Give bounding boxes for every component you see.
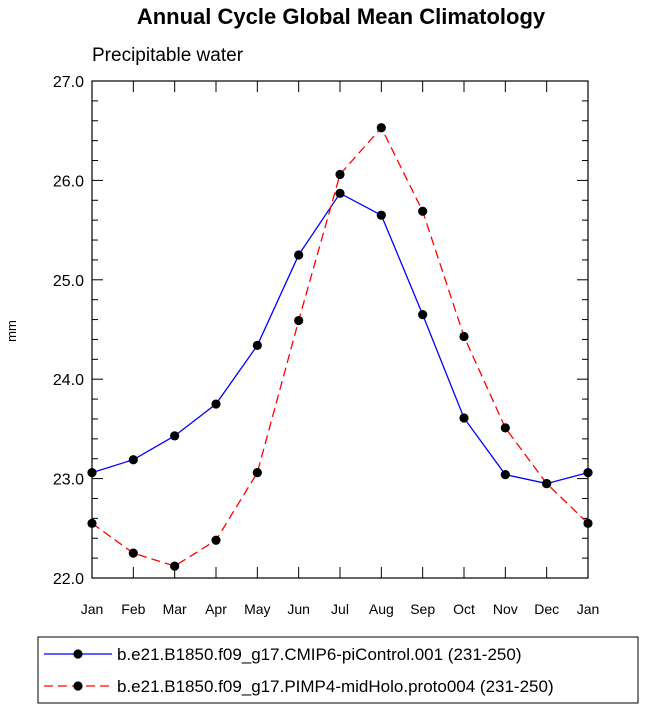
x-tick-label: Aug <box>369 601 394 617</box>
legend-label-1: b.e21.B1850.f09_g17.CMIP6-piControl.001 … <box>117 645 522 664</box>
series-line-1 <box>91 192 589 485</box>
x-tick-label: May <box>244 601 270 617</box>
x-tick-label: Oct <box>453 601 475 617</box>
data-point-series-2 <box>459 331 469 342</box>
x-tick-label: Mar <box>163 601 187 617</box>
data-point-series-1 <box>500 470 510 480</box>
x-tick-label: Jun <box>287 601 310 617</box>
data-point-series-1 <box>459 413 469 423</box>
data-point-series-1 <box>170 431 180 441</box>
major-ticks <box>91 80 589 579</box>
data-point-series-2 <box>252 468 262 478</box>
x-tick-label: Nov <box>493 601 518 617</box>
data-point-series-2 <box>128 548 138 558</box>
data-point-series-1 <box>376 210 386 220</box>
x-tick-label: Apr <box>205 601 227 617</box>
data-point-series-2 <box>542 478 552 489</box>
data-point-series-2 <box>211 535 221 545</box>
x-tick-label: Jul <box>331 601 349 617</box>
y-tick-label: 25.0 <box>53 273 84 290</box>
y-tick-label: 23.0 <box>53 472 84 489</box>
data-point-series-2 <box>418 206 428 216</box>
series-markers <box>87 123 593 571</box>
legend: b.e21.B1850.f09_g17.CMIP6-piControl.001 … <box>37 636 639 704</box>
legend-label-2: b.e21.B1850.f09_g17.PIMP4-midHolo.proto0… <box>117 677 554 696</box>
data-point-series-2 <box>376 123 386 133</box>
x-tick-label: Dec <box>534 601 559 617</box>
y-tick-label: 22.0 <box>53 571 84 588</box>
y-tick-label: 27.0 <box>53 74 84 91</box>
data-point-series-1 <box>294 250 304 260</box>
x-tick-labels: Jan Feb Mar Apr May Jun Jul Aug Sep Oct Nov Dec Jan <box>81 601 600 617</box>
plot-frame <box>91 80 589 579</box>
legend-entries: b.e21.B1850.f09_g17.CMIP6-piControl.001 … <box>44 645 554 696</box>
data-point-series-1 <box>335 188 345 198</box>
data-point-series-2 <box>500 423 510 433</box>
data-point-series-2 <box>335 169 345 180</box>
x-tick-label: Jan <box>577 601 600 617</box>
y-tick-label: 24.0 <box>53 372 84 389</box>
data-point-series-1 <box>418 309 428 320</box>
minor-ticks <box>92 100 588 559</box>
y-axis-label: mm <box>4 320 19 342</box>
data-point-series-1 <box>252 340 262 351</box>
x-tick-label: Sep <box>410 601 435 617</box>
y-tick-labels: 22.0 23.0 24.0 25.0 26.0 27.0 <box>53 74 84 588</box>
x-tick-label: Feb <box>121 601 145 617</box>
x-tick-label: Jan <box>81 601 104 617</box>
data-point-series-2 <box>294 315 304 326</box>
legend-marker-1 <box>73 649 83 659</box>
y-tick-label: 26.0 <box>53 173 84 190</box>
legend-marker-2 <box>73 681 83 691</box>
chart-subtitle: Precipitable water <box>92 45 244 66</box>
data-point-series-2 <box>170 561 180 571</box>
data-point-series-1 <box>211 399 221 409</box>
chart-title: Annual Cycle Global Mean Climatology <box>137 4 546 29</box>
data-point-series-1 <box>128 455 138 465</box>
legend-box <box>37 636 639 704</box>
